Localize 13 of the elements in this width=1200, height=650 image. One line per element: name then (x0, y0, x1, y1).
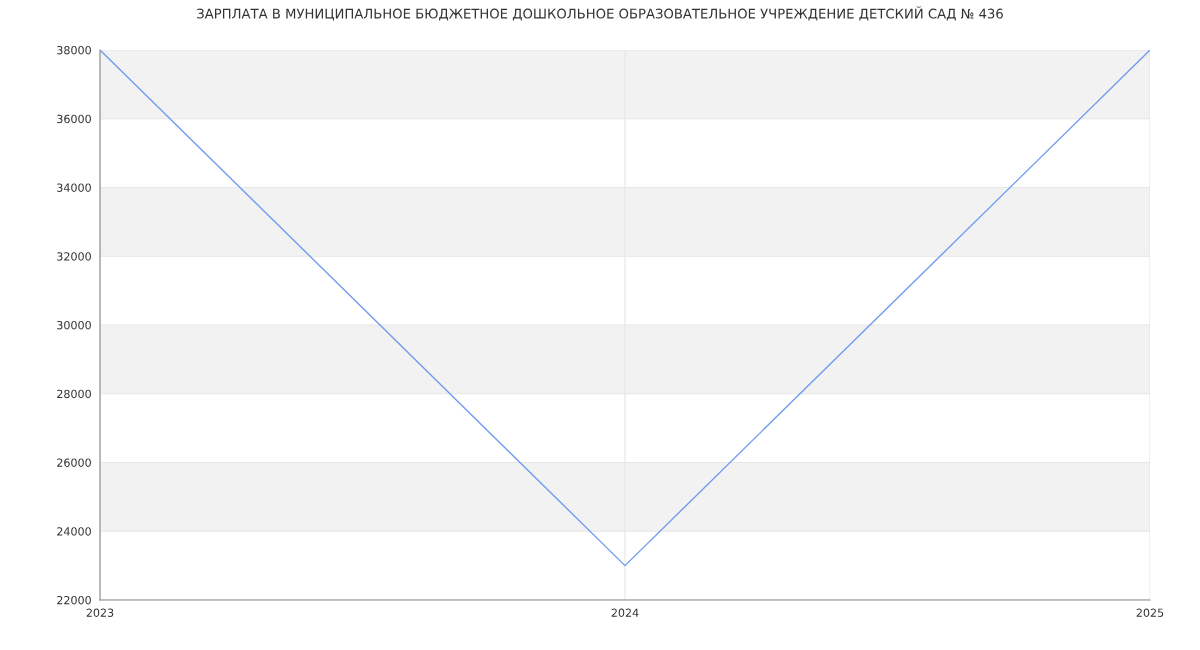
y-tick-label: 34000 (57, 183, 91, 192)
y-tick-label: 36000 (57, 114, 91, 124)
y-tick-label: 28000 (57, 389, 91, 399)
x-tick-label: 2023 (86, 608, 114, 617)
y-tick-label: 32000 (57, 252, 91, 261)
y-tick-label: 24000 (57, 527, 91, 536)
y-tick-label: 22000 (57, 595, 91, 605)
chart-title: ЗАРПЛАТА В МУНИЦИПАЛЬНОЕ БЮДЖЕТНОЕ ДОШКОЛЬНОЕ ОБРАЗОВАТЕЛЬНОЕ УЧРЕЖДЕНИЕ ДЕТСКИЙ САД № 436 (197, 6, 1003, 21)
x-tick-label: 2024 (611, 608, 639, 617)
y-tick-label: 30000 (57, 320, 91, 330)
x-tick-label: 2025 (1136, 608, 1164, 617)
y-tick-label: 26000 (57, 458, 91, 467)
y-tick-label: 38000 (57, 45, 91, 55)
